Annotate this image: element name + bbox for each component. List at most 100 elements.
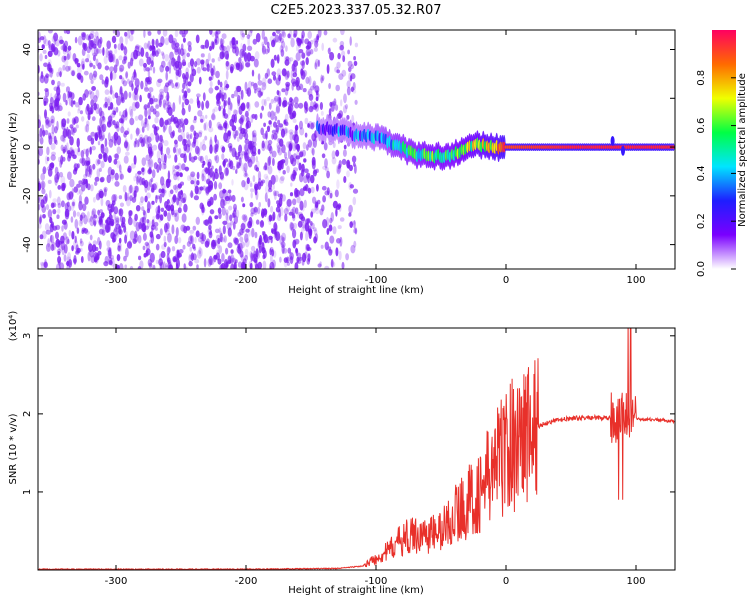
heatmap-noise-cell [109,66,115,72]
heatmap-noise-cell [336,61,341,69]
heatmap-noise-cell [60,144,64,151]
heatmap-noise-cell [88,241,92,252]
heatmap-noise-cell [116,254,121,262]
heatmap-noise-cell [176,171,180,177]
heatmap-noise-cell [329,235,335,244]
heatmap-noise-cell [181,213,187,223]
heatmap-noise-cell [267,198,271,208]
heatmap-noise-cell [340,99,343,107]
heatmap-noise-cell [278,209,282,218]
heatmap-noise-cell [303,199,307,209]
heatmap-noise-cell [297,211,303,217]
heatmap-noise-cell [141,157,147,167]
heatmap-noise-cell [66,201,70,207]
heatmap-noise-cell [273,54,277,61]
heatmap-noise-cell [350,220,356,225]
heatmap-noise-cell [339,236,343,247]
heatmap-noise-cell [186,134,192,140]
heatmap-noise-cell [323,30,328,36]
heatmap-noise-cell [110,118,114,127]
heatmap-noise-cell [284,59,290,66]
heatmap-noise-cell [193,138,196,147]
heatmap-noise-cell [151,169,156,179]
heatmap-noise-cell [256,160,260,170]
heatmap-noise-cell [159,117,164,128]
heatmap-noise-cell [96,217,101,223]
heatmap-noise-cell [100,216,104,222]
heatmap-noise-cell [131,82,134,91]
heatmap-noise-cell [202,185,206,191]
heatmap-noise-cell [78,103,81,112]
heatmap-noise-cell [233,203,237,211]
heatmap-noise-cell [144,195,148,203]
heatmap-noise-cell [57,50,61,57]
heatmap-noise-cell [307,253,311,262]
heatmap-noise-cell [352,196,357,206]
heatmap-noise-cell [86,46,91,54]
heatmap-noise-cell [155,195,160,200]
heatmap-noise-cell [99,216,103,225]
heatmap-noise-cell [119,202,125,208]
heatmap-noise-cell [172,195,177,201]
heatmap-noise-cell [157,78,163,84]
heatmap-noise-cell [56,196,61,206]
heatmap-noise-cell [269,145,273,154]
heatmap-noise-cell [76,211,81,217]
heatmap-noise-cell [75,124,79,129]
heatmap-noise-cell [238,132,243,140]
heatmap-noise-cell [108,214,113,221]
heatmap-noise-cell [72,53,77,62]
heatmap-noise-cell [305,48,311,57]
heatmap-noise-cell [211,58,215,63]
heatmap-noise-cell [304,168,309,173]
heatmap-noise-cell [181,101,185,110]
heatmap-noise-cell [196,93,201,98]
heatmap-noise-cell [223,132,229,143]
snr-x-tick-label: 100 [626,576,645,587]
heatmap-noise-cell [182,73,186,80]
heatmap-noise-cell [164,95,170,100]
heatmap-noise-cell [134,45,140,53]
heatmap-noise-cell [175,249,180,260]
heatmap-noise-cell [55,95,60,104]
heatmap-noise-cell [288,211,294,216]
heatmap-noise-cell [86,218,91,223]
heatmap-noise-cell [234,207,237,212]
heatmap-noise-cell [281,31,287,38]
heatmap-noise-cell [203,258,207,268]
heatmap-noise-cell [79,158,84,164]
heatmap-noise-cell [183,148,187,155]
heatmap-noise-cell [230,254,235,264]
heatmap-noise-cell [104,146,109,155]
heatmap-noise-cell [280,128,286,138]
heatmap-noise-cell [182,37,186,43]
heatmap-noise-cell [298,162,302,171]
heatmap-noise-cell [347,49,350,55]
heatmap-noise-cell [106,96,112,104]
heatmap-noise-cell [214,85,219,91]
heatmap-noise-cell [267,165,273,175]
heatmap-noise-cell [136,176,139,185]
heatmap-noise-cell [55,104,59,111]
heatmap-noise-cell [301,205,305,212]
colorbar-tick-label: 0.0 [696,261,707,277]
heatmap-noise-cell [312,80,317,89]
heatmap-noise-cell [183,90,188,99]
heatmap-noise-cell [285,121,289,127]
heatmap-noise-cell [104,79,109,88]
heatmap-noise-cell [126,241,133,249]
heatmap-noise-cell [215,93,221,102]
heatmap-noise-cell [292,142,297,152]
heatmap-noise-cell [57,80,61,87]
heatmap-noise-cell [74,235,77,244]
heatmap-noise-cell [98,153,103,160]
heatmap-noise-cell [134,193,137,200]
heatmap-noise-cell [187,175,191,182]
heatmap-noise-cell [61,122,66,130]
heatmap-noise-cell [120,126,125,134]
heatmap-noise-cell [147,40,151,50]
heatmap-noise-cell [127,61,131,69]
heatmap-noise-cell [183,203,188,213]
heatmap-noise-cell [80,75,84,83]
heatmap-noise-cell [151,200,155,205]
